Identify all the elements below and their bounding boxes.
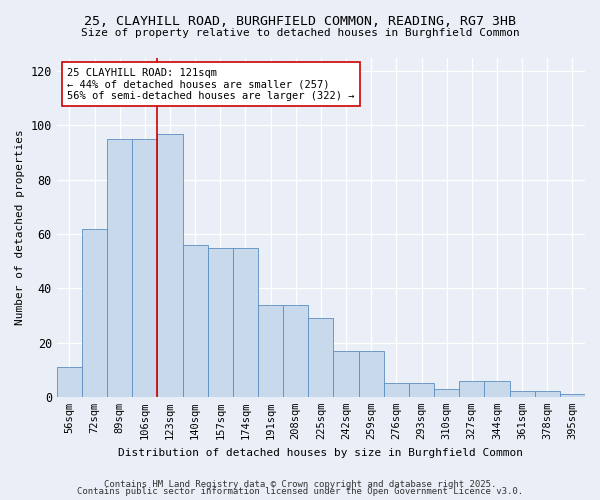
- Bar: [359, 350, 384, 397]
- Bar: [484, 380, 509, 397]
- Bar: [107, 139, 132, 397]
- Text: Size of property relative to detached houses in Burghfield Common: Size of property relative to detached ho…: [80, 28, 520, 38]
- Bar: [233, 248, 258, 397]
- Bar: [560, 394, 585, 397]
- Text: 25 CLAYHILL ROAD: 121sqm
← 44% of detached houses are smaller (257)
56% of semi-: 25 CLAYHILL ROAD: 121sqm ← 44% of detach…: [67, 68, 355, 101]
- Bar: [384, 383, 409, 397]
- Bar: [157, 134, 182, 397]
- Bar: [208, 248, 233, 397]
- Y-axis label: Number of detached properties: Number of detached properties: [15, 130, 25, 325]
- Text: 25, CLAYHILL ROAD, BURGHFIELD COMMON, READING, RG7 3HB: 25, CLAYHILL ROAD, BURGHFIELD COMMON, RE…: [84, 15, 516, 28]
- Bar: [409, 383, 434, 397]
- Bar: [334, 350, 359, 397]
- X-axis label: Distribution of detached houses by size in Burghfield Common: Distribution of detached houses by size …: [118, 448, 523, 458]
- Bar: [459, 380, 484, 397]
- Bar: [434, 388, 459, 397]
- Text: Contains HM Land Registry data © Crown copyright and database right 2025.: Contains HM Land Registry data © Crown c…: [104, 480, 496, 489]
- Bar: [132, 139, 157, 397]
- Bar: [283, 304, 308, 397]
- Bar: [82, 228, 107, 397]
- Bar: [182, 245, 208, 397]
- Text: Contains public sector information licensed under the Open Government Licence v3: Contains public sector information licen…: [77, 487, 523, 496]
- Bar: [258, 304, 283, 397]
- Bar: [308, 318, 334, 397]
- Bar: [57, 367, 82, 397]
- Bar: [509, 392, 535, 397]
- Bar: [535, 392, 560, 397]
